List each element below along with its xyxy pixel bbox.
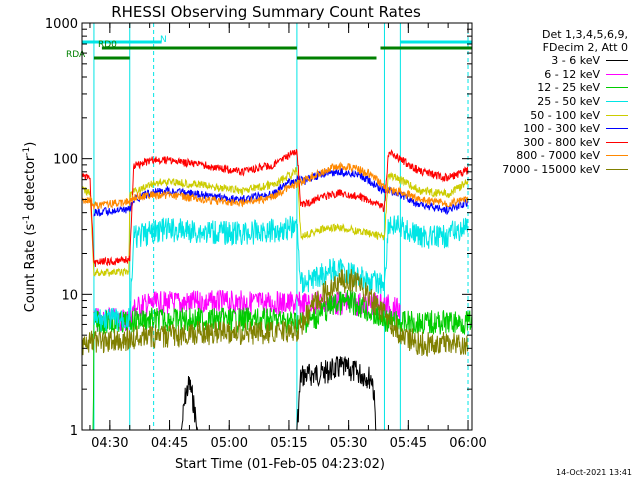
y-tick-label-3: 1000 (45, 17, 78, 32)
legend-item-label: 800 - 7000 keV (516, 149, 600, 163)
legend-item-label: 7000 - 15000 keV (502, 163, 600, 177)
y-label-part-0: Count Rate (s (23, 224, 38, 313)
legend-item-4: 50 - 100 keV (488, 108, 638, 122)
legend-item-2: 12 - 25 keV (488, 81, 638, 95)
y-label-part-2: detector (23, 155, 38, 215)
flag-label-rda: RDA (66, 50, 86, 60)
series-8-line (81, 268, 469, 357)
legend-item-swatch (606, 169, 628, 171)
legend-item-8: 7000 - 15000 keV (488, 163, 638, 177)
legend-item-label: 25 - 50 keV (537, 95, 600, 109)
legend-item-label: 50 - 100 keV (530, 108, 600, 122)
legend-item-swatch (606, 128, 628, 130)
y-tick-label-1: 10 (61, 288, 78, 303)
legend-item-swatch (606, 114, 628, 116)
x-tick-label-5: 05:45 (390, 436, 427, 451)
legend-item-6: 300 - 800 keV (488, 136, 638, 150)
series-0-line (82, 355, 472, 431)
legend: Det 1,3,4,5,6,9, FDecim 2, Att 0 3 - 6 k… (488, 28, 638, 176)
x-tick-label-1: 04:45 (151, 436, 188, 451)
legend-item-swatch (606, 141, 628, 143)
series-7-line (81, 161, 469, 210)
y-label-part-4: ) (23, 142, 38, 147)
series-3-line (93, 215, 468, 332)
legend-item-label: 12 - 25 keV (537, 81, 600, 95)
series-6-line (81, 149, 469, 268)
x-tick-label-6: 06:00 (449, 436, 486, 451)
legend-item-label: 3 - 6 keV (551, 54, 600, 68)
y-tick-label-0: 1 (70, 424, 78, 439)
legend-item-swatch (606, 87, 628, 89)
legend-item-0: 3 - 6 keV (488, 54, 638, 68)
legend-item-swatch (606, 60, 628, 62)
x-tick-label-0: 04:30 (91, 436, 128, 451)
y-axis-label: Count Rate (s-1 detector-1) (22, 142, 38, 313)
x-tick-label-4: 05:30 (330, 436, 367, 451)
legend-item-swatch (606, 101, 628, 103)
legend-header-line-1: Det 1,3,4,5,6,9, (541, 28, 628, 41)
flag-label-rd0: RD0 (98, 40, 117, 50)
legend-item-7: 800 - 7000 keV (488, 149, 638, 163)
y-tick-label-2: 100 (53, 153, 78, 168)
plot-frame (81, 22, 473, 431)
flag-label-n: N (160, 35, 167, 45)
legend-item-label: 100 - 300 keV (523, 122, 600, 136)
chart-title: RHESSI Observing Summary Count Rates (111, 3, 421, 21)
x-tick-label-2: 05:00 (211, 436, 248, 451)
legend-item-5: 100 - 300 keV (488, 122, 638, 136)
legend-item-swatch (606, 73, 628, 75)
legend-item-swatch (606, 155, 628, 157)
y-label-part-3: -1 (22, 147, 32, 156)
legend-item-1: 6 - 12 keV (488, 68, 638, 82)
legend-header-line-2: FDecim 2, Att 0 (542, 41, 628, 54)
legend-item-3: 25 - 50 keV (488, 95, 638, 109)
x-tick-label-3: 05:15 (270, 436, 307, 451)
x-axis-label: Start Time (01-Feb-05 04:23:02) (175, 457, 385, 472)
legend-item-label: 300 - 800 keV (523, 135, 600, 149)
generation-timestamp: 14-Oct-2021 13:41 (556, 468, 632, 477)
legend-item-label: 6 - 12 keV (544, 67, 600, 81)
series-4-line (81, 167, 469, 277)
y-label-part-1: -1 (22, 215, 32, 224)
